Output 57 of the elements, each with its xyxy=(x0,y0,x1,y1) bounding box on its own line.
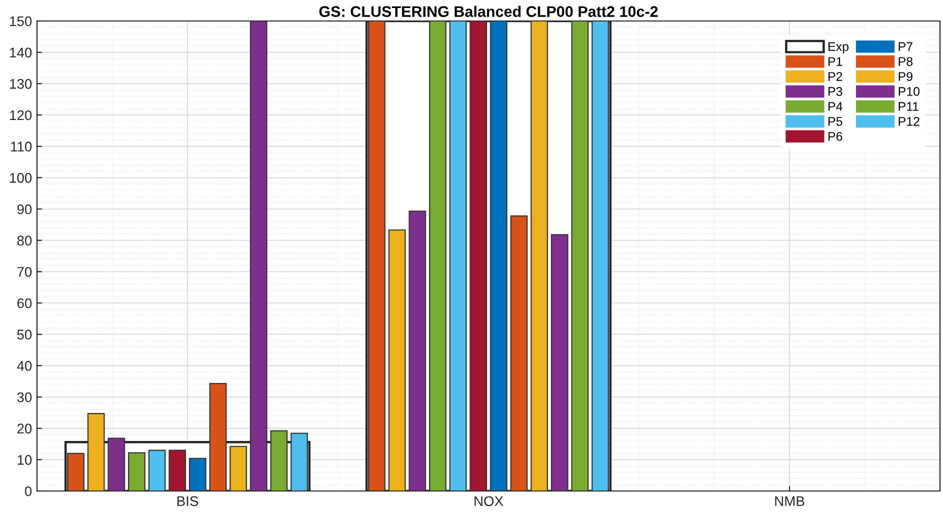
legend-label: P12 xyxy=(898,116,920,126)
y-tick-label: 40 xyxy=(17,361,32,371)
legend-label: P8 xyxy=(898,57,913,66)
legend-label: P4 xyxy=(828,102,842,111)
bar xyxy=(408,210,426,491)
bar xyxy=(470,21,488,491)
bar xyxy=(108,438,126,491)
y-tick-label: 130 xyxy=(10,79,32,89)
bar xyxy=(571,21,589,491)
chart-title: GS: CLUSTERING Balanced CLP00 Patt2 10c-2 xyxy=(319,6,658,17)
x-tick-label: NOX xyxy=(474,496,504,506)
y-tick-label: 30 xyxy=(17,392,32,402)
legend-label: P11 xyxy=(898,102,918,111)
bar xyxy=(148,450,166,491)
bar xyxy=(168,450,186,491)
bar xyxy=(592,21,609,491)
bar xyxy=(209,382,227,491)
y-tick-label: 60 xyxy=(17,298,32,308)
bar xyxy=(490,21,508,491)
legend-label: P7 xyxy=(898,42,912,51)
bar xyxy=(388,229,406,491)
legend-label: P5 xyxy=(828,117,842,126)
bar xyxy=(550,234,568,491)
bar xyxy=(290,432,308,491)
bar xyxy=(67,452,84,491)
y-tick-label: 150 xyxy=(10,16,32,26)
legend-label: P9 xyxy=(898,72,912,81)
y-tick-label: 80 xyxy=(17,236,32,246)
y-tick-label: 100 xyxy=(10,173,32,183)
y-tick-label: 110 xyxy=(11,142,32,152)
legend-label: P3 xyxy=(828,87,842,96)
bar xyxy=(449,21,467,491)
y-tick-label: 140 xyxy=(10,48,32,58)
y-tick-label: 0 xyxy=(24,486,32,496)
bar xyxy=(510,215,528,491)
bar xyxy=(530,21,548,491)
bar xyxy=(250,21,268,491)
y-tick-label: 10 xyxy=(18,455,32,465)
bar xyxy=(87,413,105,491)
legend-label: P1 xyxy=(828,57,842,66)
legend-label: P6 xyxy=(828,132,842,141)
bar xyxy=(429,21,446,491)
bar xyxy=(188,458,206,491)
bar xyxy=(270,430,288,491)
y-tick-label: 50 xyxy=(17,330,32,340)
y-tick-label: 120 xyxy=(10,110,32,120)
legend-label: P10 xyxy=(898,87,920,96)
x-tick-label: NMB xyxy=(775,496,804,506)
y-tick-label: 70 xyxy=(17,267,32,277)
bar xyxy=(368,21,386,491)
x-tick-label: BIS xyxy=(177,496,198,506)
y-tick-label: 90 xyxy=(17,204,32,214)
y-tick-label: 20 xyxy=(17,424,32,434)
bar xyxy=(128,452,146,491)
bar xyxy=(230,446,247,491)
legend-label: Exp xyxy=(828,42,848,54)
legend-label: P2 xyxy=(828,72,842,81)
